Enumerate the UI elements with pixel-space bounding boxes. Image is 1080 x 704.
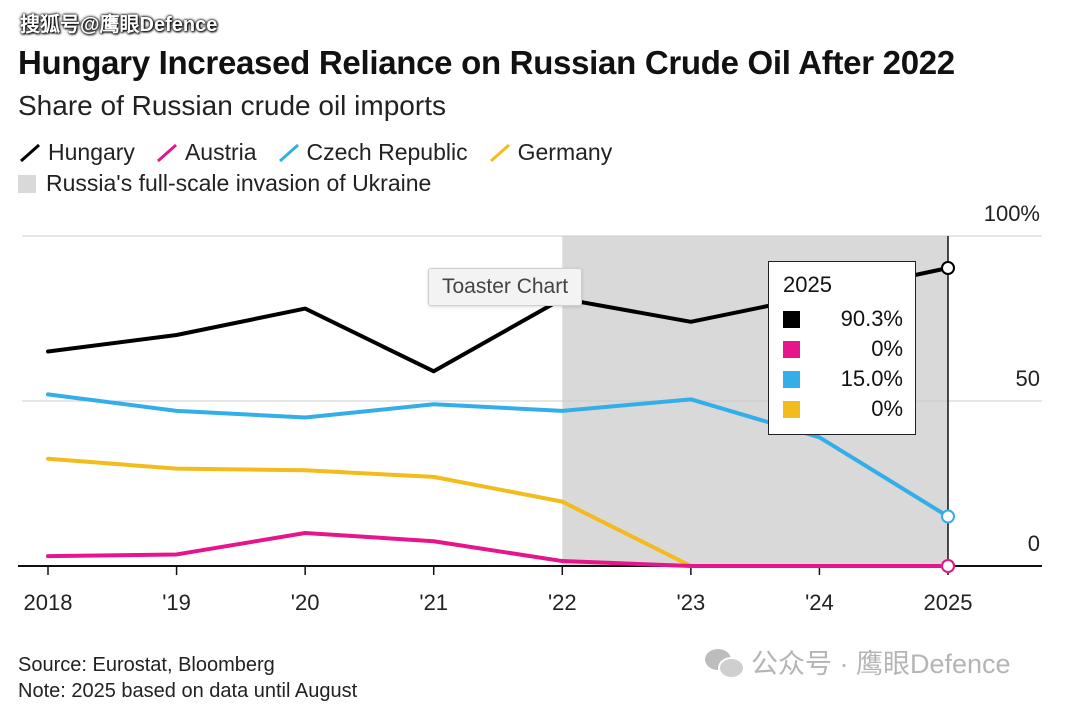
toaster-chart-tooltip: Toaster Chart bbox=[428, 268, 583, 306]
watermark-top: 搜狐号@鹰眼Defence bbox=[20, 14, 218, 36]
data-tooltip: 2025 90.3% 0% 15.0% 0% bbox=[768, 261, 916, 435]
x-tick-label: '22 bbox=[548, 590, 577, 615]
y-tick-label: 50 bbox=[1016, 366, 1040, 391]
legend-item-hungary[interactable]: Hungary bbox=[18, 139, 135, 166]
legend: Hungary Austria Czech Republic Germany bbox=[18, 139, 612, 166]
chart-title: Hungary Increased Reliance on Russian Cr… bbox=[18, 44, 955, 81]
hover-point-austria bbox=[941, 559, 955, 573]
x-tick-label: '24 bbox=[805, 590, 834, 615]
tooltip-row-czech: 15.0% bbox=[783, 364, 903, 394]
y-tick-label: 100% bbox=[984, 201, 1040, 226]
tooltip-austria-value: 0% bbox=[871, 336, 903, 361]
x-tick-label: '20 bbox=[291, 590, 320, 615]
hover-point-hungary bbox=[941, 261, 955, 276]
series-line-austria bbox=[46, 531, 950, 568]
x-tick-label: '19 bbox=[162, 590, 191, 615]
tooltip-czech-value: 15.0% bbox=[840, 366, 903, 391]
legend-germany-label: Germany bbox=[517, 139, 613, 165]
tooltip-germany-value: 0% bbox=[871, 396, 903, 421]
chart-subtitle: Share of Russian crude oil imports bbox=[18, 90, 446, 121]
legend-hungary-label: Hungary bbox=[48, 139, 135, 165]
tooltip-row-hungary: 90.3% bbox=[783, 304, 903, 334]
legend-czech-label: Czech Republic bbox=[306, 139, 468, 165]
legend-germany-line-icon bbox=[489, 143, 510, 162]
legend-czech-line-icon bbox=[278, 143, 299, 162]
x-tick-label: '23 bbox=[677, 590, 706, 615]
watermark-bottom: 公众号 · 鹰眼Defence bbox=[705, 642, 1011, 681]
tooltip-row-austria: 0% bbox=[783, 334, 903, 364]
tooltip-germany-square-icon bbox=[783, 400, 800, 418]
y-tick-label: 0 bbox=[1028, 531, 1040, 556]
legend-item-shaded-region: Russia's full-scale invasion of Ukraine bbox=[18, 170, 431, 197]
legend-hungary-line-icon bbox=[20, 143, 40, 162]
watermark-bottom-text: 公众号 · 鹰眼Defence bbox=[751, 649, 1011, 679]
line-chart: 0 50 100% 2018 '19 '20 '21 '22 '23 '24 2025 bbox=[18, 201, 1042, 615]
x-tick-label: 2018 bbox=[24, 590, 73, 615]
tooltip-czech-square-icon bbox=[783, 370, 800, 388]
wechat-icon bbox=[705, 647, 745, 679]
tooltip-austria-square-icon bbox=[783, 340, 800, 358]
x-tick-label: 2025 bbox=[924, 590, 973, 615]
source-text: Source: Eurostat, Bloomberg bbox=[18, 654, 275, 676]
shaded-region-swatch-icon bbox=[18, 174, 36, 193]
legend-item-czech[interactable]: Czech Republic bbox=[277, 139, 468, 166]
tooltip-hungary-square-icon bbox=[783, 310, 800, 328]
legend-item-germany[interactable]: Germany bbox=[488, 139, 613, 166]
tooltip-hungary-value: 90.3% bbox=[840, 306, 903, 331]
note-text: Note: 2025 based on data until August bbox=[18, 680, 358, 702]
legend-austria-line-icon bbox=[156, 143, 177, 162]
legend-item-austria[interactable]: Austria bbox=[155, 139, 257, 166]
x-tick-label: '21 bbox=[419, 590, 448, 615]
tooltip-row-germany: 0% bbox=[783, 394, 903, 424]
legend-austria-label: Austria bbox=[184, 139, 257, 165]
shaded-region-label: Russia's full-scale invasion of Ukraine bbox=[46, 170, 432, 196]
tooltip-year: 2025 bbox=[783, 272, 832, 297]
hover-point-czech bbox=[941, 509, 955, 524]
source-note: Source: Eurostat, Bloomberg Note: 2025 b… bbox=[18, 652, 357, 704]
